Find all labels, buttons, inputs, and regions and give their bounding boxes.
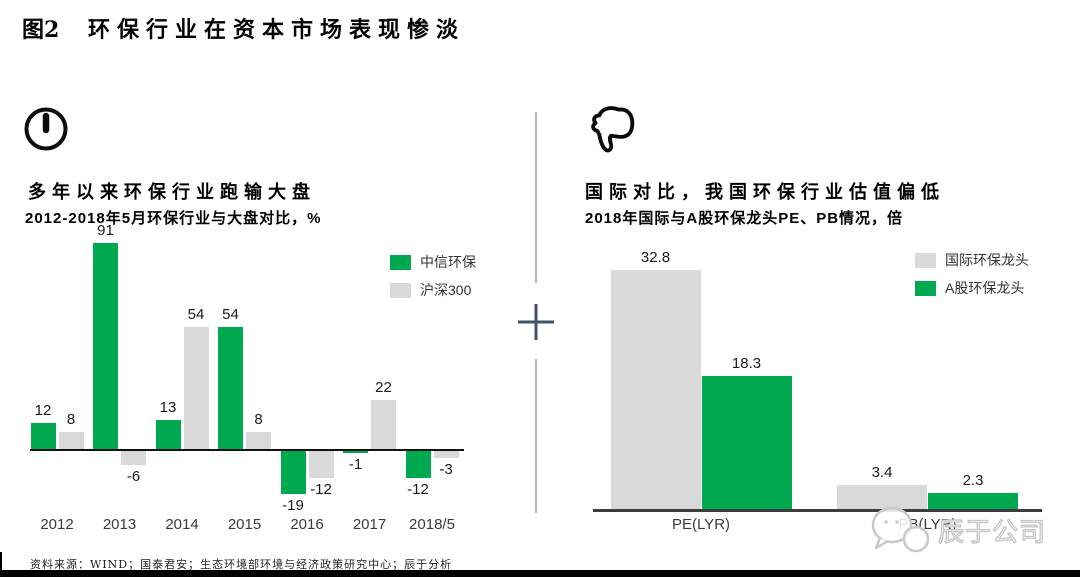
bar-value-label: -12 [310, 481, 332, 499]
bar [30, 422, 56, 450]
bar [280, 451, 306, 495]
plus-icon [516, 302, 556, 347]
bar-value-label: -1 [348, 456, 363, 474]
x-axis-line [593, 509, 1042, 512]
divider-line-top [535, 112, 537, 283]
x-axis-label: PE(LYR) [671, 516, 731, 533]
bar-value-label: -3 [439, 460, 453, 478]
bottom-black-bar [0, 570, 1080, 577]
legend-swatch [915, 280, 936, 296]
bar-value-label: 22 [375, 379, 392, 397]
legend-item: 国际环保龙头 [915, 250, 1029, 270]
bar-value-label: 8 [66, 410, 76, 428]
left-chart-subtitle: 2012-2018年5月环保行业与大盘对比，% [25, 210, 322, 227]
bar-value-label: 54 [222, 306, 239, 324]
bar [183, 327, 209, 450]
right-chart-subtitle: 2018年国际与A股环保龙头PE、PB情况，倍 [585, 210, 904, 227]
bar [155, 420, 181, 450]
bar-value-label: 3.4 [871, 464, 893, 482]
right-bar-chart: 32.8 3.4 18.3 2.3 PE(LYR) PB(LYR) 国际环保龙头 A股环保龙头 [580, 245, 1060, 560]
legend-label: A股环保龙头 [945, 280, 1025, 296]
bar-value-label: 13 [159, 399, 177, 417]
bar-value-label: 2.3 [962, 472, 984, 490]
legend-item: 沪深300 [390, 280, 476, 300]
bar [701, 376, 792, 510]
x-axis-line [30, 449, 464, 451]
bar-value-label: -6 [126, 467, 141, 485]
wechat-bubbles-icon [871, 506, 930, 553]
bar-value-label: 18.3 [731, 355, 762, 373]
bar [246, 431, 271, 450]
legend-label: 沪深300 [420, 282, 472, 298]
legend: 中信环保沪深300 [390, 252, 476, 308]
bar-value-label: 91 [97, 222, 114, 240]
bar [58, 431, 84, 450]
x-axis-label: 2017 [352, 516, 387, 533]
bar-value-label: 54 [187, 306, 205, 324]
watermark: 辰于公司 [868, 500, 1078, 560]
left-chart-heading: 多年以来环保行业跑输大盘 [28, 182, 316, 203]
source-note: 资料来源：WIND；国泰君安；生态环境部环境与经济政策研究中心；辰于分析 [30, 558, 453, 571]
bar-value-label: 8 [254, 410, 263, 428]
bar-value-label: -19 [282, 497, 304, 515]
bar-value-label: 32.8 [640, 248, 671, 266]
left-border-mark [0, 552, 2, 577]
divider-line-bottom [535, 359, 537, 513]
x-axis-label: 2014 [165, 516, 199, 533]
figure-label: 图2 [22, 17, 60, 43]
bar [837, 485, 927, 510]
bar [343, 451, 368, 454]
legend: 国际环保龙头 A股环保龙头 [915, 250, 1029, 306]
legend-label: 中信环保 [420, 254, 476, 270]
bar [433, 451, 459, 458]
bar [405, 451, 431, 479]
bar [610, 269, 701, 510]
legend-swatch [915, 252, 936, 268]
bar [93, 243, 118, 450]
page-title: 环保行业在资本市场表现惨淡 [88, 17, 466, 43]
left-bar-chart: 12 91 13 54 -19 -1 -12 8 -6 54 8 -12 22 -3 2012 2013 201… [22, 222, 477, 540]
thumbs-down-icon [580, 98, 642, 165]
legend-swatch [390, 282, 411, 298]
watermark-text: 辰于公司 [937, 517, 1047, 548]
legend-item: 中信环保 [390, 252, 476, 272]
x-axis-label: 2016 [290, 516, 324, 533]
bar [371, 400, 396, 450]
legend-label: 国际环保龙头 [945, 252, 1029, 268]
bar [218, 327, 243, 450]
x-axis-label: 2013 [102, 516, 137, 533]
clock-icon [22, 105, 70, 158]
bar [928, 493, 1018, 510]
bar-value-label: -12 [407, 481, 429, 499]
bar [121, 451, 146, 465]
right-chart-heading: 国际对比，我国环保行业估值偏低 [585, 182, 945, 203]
x-axis-label: 2015 [227, 516, 262, 533]
x-axis-label: 2018/5 [409, 516, 455, 533]
legend-swatch [390, 254, 411, 270]
legend-item: A股环保龙头 [915, 278, 1029, 298]
bar-value-label: 12 [34, 401, 52, 419]
bar [308, 451, 334, 479]
x-axis-label: 2012 [40, 516, 74, 533]
